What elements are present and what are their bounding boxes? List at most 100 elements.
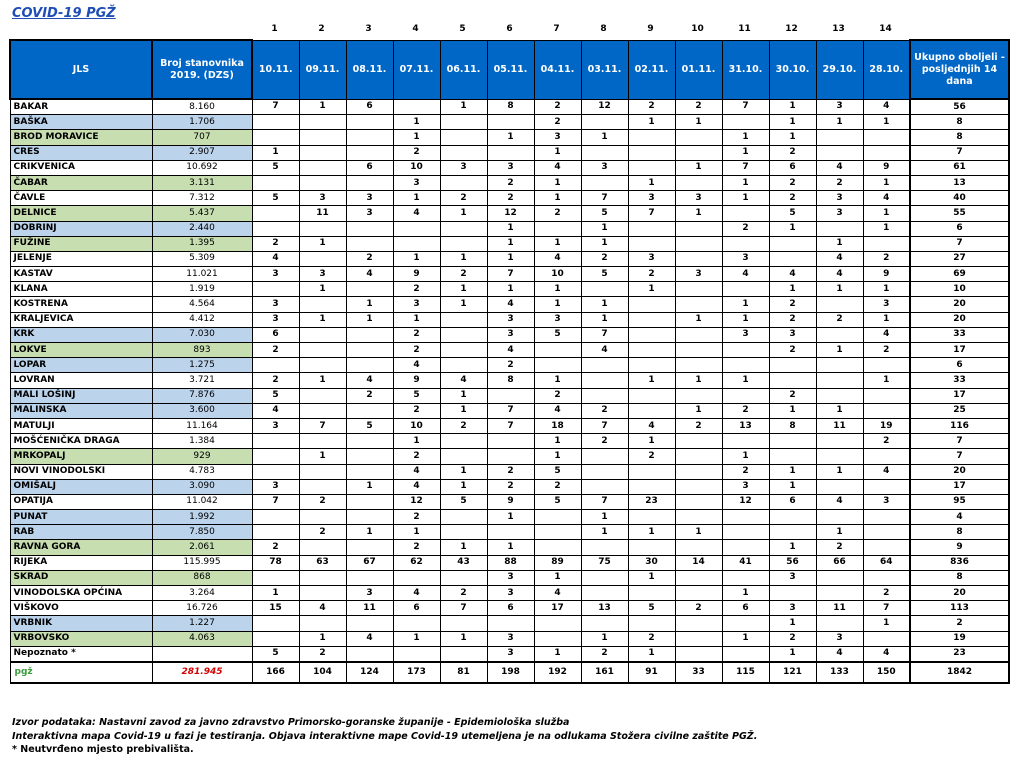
daily-cases	[345, 281, 394, 298]
daily-cases: 7	[580, 417, 629, 435]
municipality-name: MOŠĆENIČKA DRAGA	[9, 433, 153, 450]
daily-cases	[439, 114, 488, 131]
day-total: 104	[298, 660, 347, 684]
daily-cases: 3	[768, 326, 817, 344]
header-population: Broj stanovnika 2019. (DZS)	[151, 39, 253, 100]
daily-cases	[674, 509, 723, 526]
daily-cases: 2	[580, 402, 629, 419]
municipality-name: FUŽINE	[9, 235, 153, 252]
daily-cases: 1	[298, 448, 347, 465]
daily-cases: 1	[768, 645, 817, 663]
daily-cases: 4	[862, 645, 911, 663]
daily-cases: 3	[298, 190, 347, 207]
daily-cases	[674, 584, 723, 602]
table-row: VINODOLSKA OPĆINA 3.264 1 3 4 2 3 4 1 2 20	[9, 584, 1010, 602]
daily-cases: 1	[439, 296, 488, 313]
daily-cases: 1	[721, 448, 770, 465]
daily-cases	[439, 326, 488, 344]
table-row: MOŠĆENIČKA DRAGA 1.384 1 1 2 1 2 7	[9, 433, 1010, 450]
population-value: 3.721	[151, 372, 253, 389]
daily-cases: 1	[674, 114, 723, 131]
daily-cases: 3	[486, 569, 535, 587]
daily-cases	[627, 129, 676, 146]
daily-cases: 3	[298, 266, 347, 283]
daily-cases	[815, 509, 864, 526]
daily-cases	[862, 402, 911, 419]
daily-cases: 2	[298, 524, 347, 541]
daily-cases: 1	[721, 311, 770, 328]
daily-cases: 12	[721, 493, 770, 511]
daily-cases: 3	[345, 190, 394, 207]
daily-cases: 1	[674, 311, 723, 328]
daily-cases	[439, 448, 488, 465]
population-value: 4.783	[151, 463, 253, 480]
population-value	[151, 645, 253, 663]
totals-row: pgž 281.945 166 104 124 173 81 198 192 1…	[9, 660, 1010, 684]
daily-cases: 8	[486, 98, 535, 116]
daily-cases	[815, 129, 864, 146]
municipality-name: VRBOVSKO	[9, 630, 153, 647]
covid-cases-table: JLS Broj stanovnika 2019. (DZS) 10.11. 0…	[9, 39, 1010, 684]
daily-cases: 5	[392, 387, 441, 404]
population-value: 929	[151, 448, 253, 465]
daily-cases: 1	[392, 114, 441, 131]
daily-cases: 4	[345, 372, 394, 389]
page-title[interactable]: COVID-19 PGŽ	[12, 6, 116, 21]
daily-cases	[862, 539, 911, 556]
table-row: BAKAR 8.160 7 1 6 1 8 2 12 2 2 7 1 3 4 56	[9, 98, 1010, 116]
population-value: 8.160	[151, 98, 253, 116]
municipality-name: KLANA	[9, 281, 153, 298]
daily-cases	[298, 129, 347, 146]
day-total: 166	[251, 660, 300, 684]
daily-cases	[439, 524, 488, 541]
daily-cases	[721, 387, 770, 404]
day-total: 33	[674, 660, 723, 684]
total-cases: 8	[909, 129, 1010, 146]
table-row: KRALJEVICA 4.412 3 1 1 1 3 3 1 1 1 2 2 1 20	[9, 311, 1010, 328]
daily-cases: 2	[486, 357, 535, 374]
municipality-name: MATULJI	[9, 417, 153, 435]
daily-cases: 3	[345, 584, 394, 602]
total-cases: 7	[909, 433, 1010, 450]
total-cases: 20	[909, 463, 1010, 480]
municipality-name: LOVRAN	[9, 372, 153, 389]
daily-cases: 2	[345, 250, 394, 268]
daily-cases: 3	[251, 266, 300, 283]
table-row: JELENJE 5.309 4 2 1 1 1 4 2 3 3 4 2 27	[9, 250, 1010, 268]
daily-cases: 3	[345, 205, 394, 222]
table-row: ČAVLE 7.312 5 3 3 1 2 2 1 7 3 3 1 2 3 4 40	[9, 190, 1010, 207]
population-value: 5.437	[151, 205, 253, 222]
daily-cases: 1	[721, 190, 770, 207]
daily-cases: 5	[580, 266, 629, 283]
daily-cases	[251, 220, 300, 237]
daily-cases	[721, 569, 770, 587]
daily-cases	[345, 174, 394, 192]
daily-cases: 1	[768, 114, 817, 131]
daily-cases: 5	[251, 190, 300, 207]
daily-cases: 5	[345, 417, 394, 435]
municipality-name: JELENJE	[9, 250, 153, 268]
daily-cases: 6	[486, 600, 535, 617]
daily-cases	[580, 569, 629, 587]
municipality-name: CRIKVENICA	[9, 159, 153, 176]
daily-cases: 1	[533, 569, 582, 587]
daily-cases: 3	[486, 630, 535, 647]
daily-cases	[345, 144, 394, 161]
daily-cases: 1	[768, 539, 817, 556]
day-total: 81	[439, 660, 488, 684]
daily-cases: 1	[439, 463, 488, 480]
table-row: CRES 2.907 1 2 1 1 2 7	[9, 144, 1010, 161]
daily-cases: 1	[768, 402, 817, 419]
daily-cases	[345, 433, 394, 450]
daily-cases	[533, 220, 582, 237]
daily-cases	[251, 509, 300, 526]
population-value: 5.309	[151, 250, 253, 268]
daily-cases	[345, 463, 394, 480]
population-value: 10.692	[151, 159, 253, 176]
daily-cases: 12	[392, 493, 441, 511]
daily-cases: 1	[768, 615, 817, 632]
daily-cases	[392, 235, 441, 252]
daily-cases: 2	[486, 190, 535, 207]
daily-cases	[627, 584, 676, 602]
daily-cases: 5	[533, 493, 582, 511]
